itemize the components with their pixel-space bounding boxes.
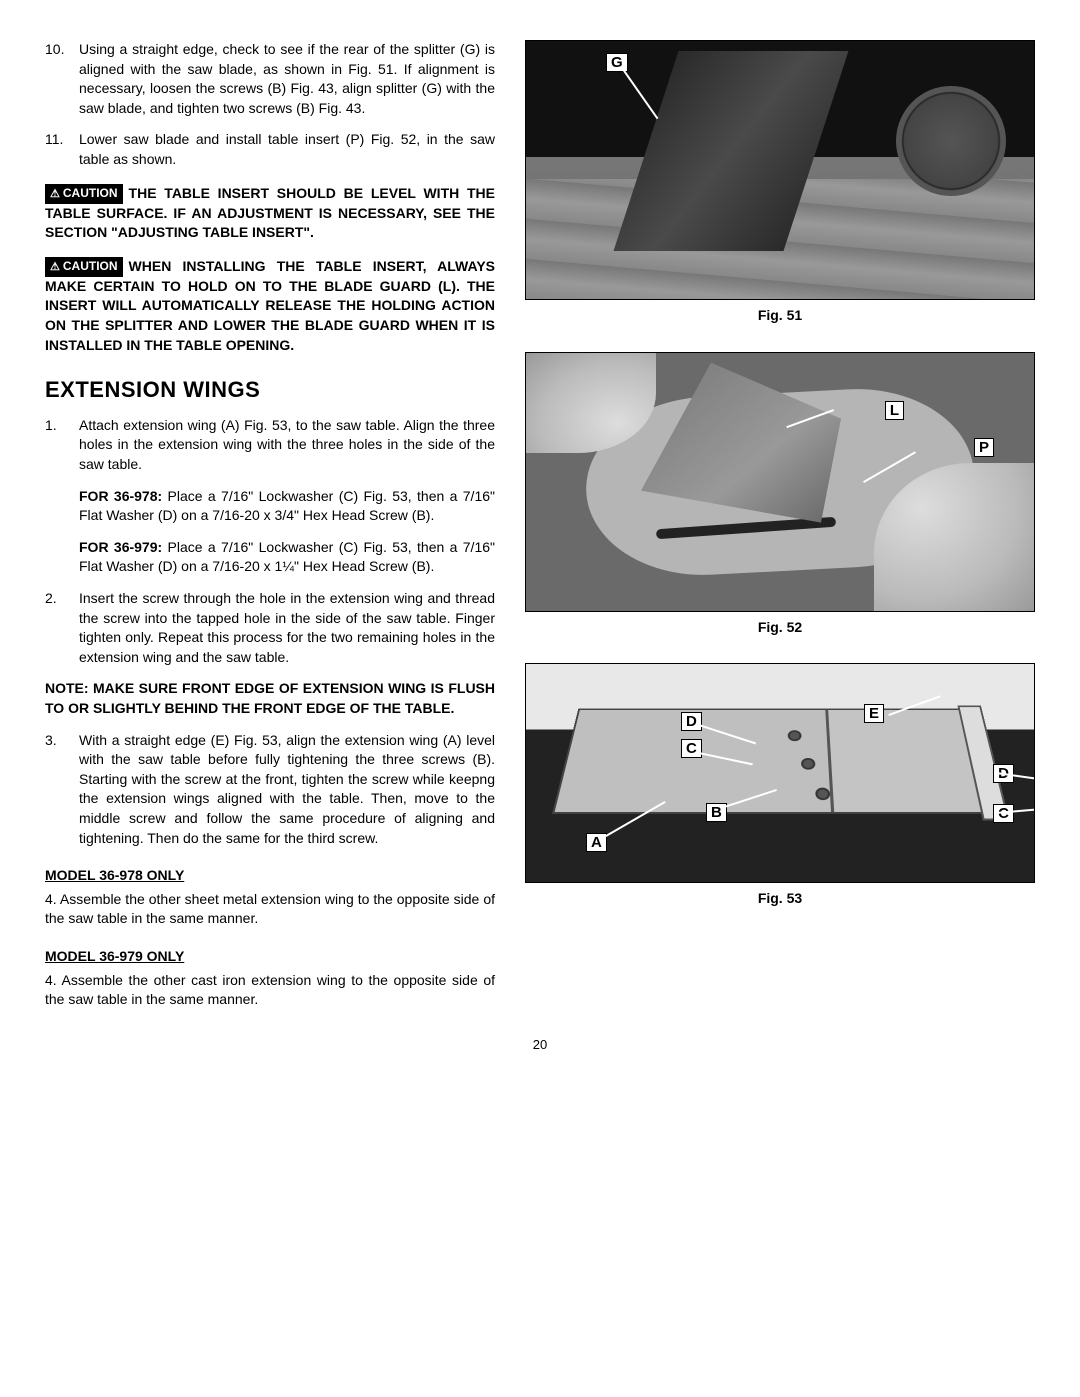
for-36-978: FOR 36-978: Place a 7/16" Lockwasher (C)… — [45, 487, 495, 526]
for-978-lead: FOR 36-978: — [79, 488, 162, 504]
model-978-text: 4. Assemble the other sheet metal extens… — [45, 890, 495, 929]
fig51-leader-g — [622, 69, 658, 119]
figure-53: A B C D E D C Fig. 53 — [525, 663, 1035, 909]
figure-51-caption: Fig. 51 — [525, 306, 1035, 326]
for-979-lead: FOR 36-979: — [79, 539, 162, 555]
caution-icon: CAUTION — [45, 257, 123, 276]
ext-step-3: With a straight edge (E) Fig. 53, align … — [45, 731, 495, 849]
fig53-label-c: C — [681, 739, 702, 758]
fig53-label-e: E — [864, 704, 884, 723]
right-column: G Fig. 51 L P Fig. 52 — [525, 40, 1035, 1016]
fig51-saw-blade — [896, 86, 1006, 196]
figure-51: G Fig. 51 — [525, 40, 1035, 326]
extension-wings-steps-cont: With a straight edge (E) Fig. 53, align … — [45, 731, 495, 849]
ext-step-1: Attach extension wing (A) Fig. 53, to th… — [45, 416, 495, 475]
model-979-heading: MODEL 36-979 ONLY — [45, 947, 495, 967]
page-number: 20 — [45, 1036, 1035, 1054]
note-front-edge: NOTE: MAKE SURE FRONT EDGE OF EXTENSION … — [45, 679, 495, 718]
fig52-label-p: P — [974, 438, 994, 457]
fig52-label-l: L — [885, 401, 904, 420]
fig53-saw-table — [552, 709, 1008, 814]
fig53-screw-3 — [815, 788, 830, 800]
extension-wings-steps: Attach extension wing (A) Fig. 53, to th… — [45, 416, 495, 668]
caution-1: CAUTIONTHE TABLE INSERT SHOULD BE LEVEL … — [45, 184, 495, 243]
model-979-text: 4. Assemble the other cast iron extensio… — [45, 971, 495, 1010]
ext-step-2: Insert the screw through the hole in the… — [45, 589, 495, 667]
page-body: Using a straight edge, check to see if t… — [45, 40, 1035, 1016]
step-list-continued: Using a straight edge, check to see if t… — [45, 40, 495, 170]
left-column: Using a straight edge, check to see if t… — [45, 40, 495, 1016]
figure-52: L P Fig. 52 — [525, 352, 1035, 638]
section-heading-extension-wings: EXTENSION WINGS — [45, 375, 495, 406]
figure-53-image: A B C D E D C — [525, 663, 1035, 883]
model-978-heading: MODEL 36-978 ONLY — [45, 866, 495, 886]
figure-52-image: L P — [525, 352, 1035, 612]
figure-52-caption: Fig. 52 — [525, 618, 1035, 638]
step-11: Lower saw blade and install table insert… — [45, 130, 495, 169]
for-36-979: FOR 36-979: Place a 7/16" Lockwasher (C)… — [45, 538, 495, 577]
figure-53-caption: Fig. 53 — [525, 889, 1035, 909]
caution-2: CAUTIONWHEN INSTALLING THE TABLE INSERT,… — [45, 257, 495, 355]
figure-51-image: G — [525, 40, 1035, 300]
fig53-label-d: D — [681, 712, 702, 731]
step-10: Using a straight edge, check to see if t… — [45, 40, 495, 118]
caution-icon: CAUTION — [45, 184, 123, 203]
